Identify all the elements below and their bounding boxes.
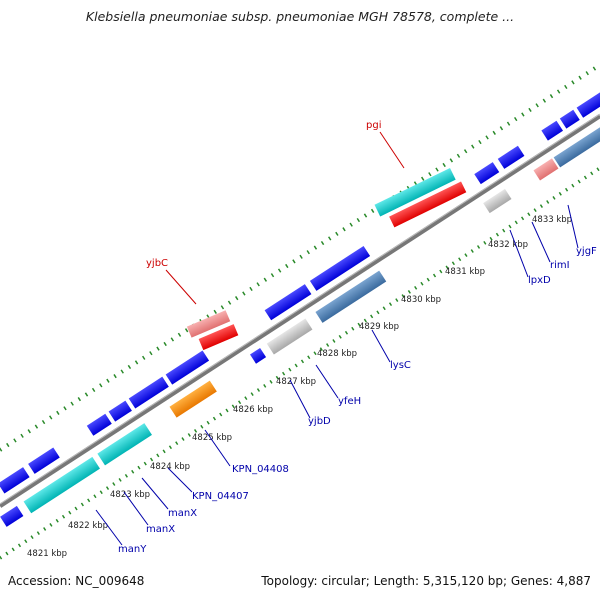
gene-block[interactable] bbox=[108, 400, 132, 422]
rna-label[interactable]: yjbC bbox=[146, 258, 168, 269]
rna-leaders bbox=[165, 131, 405, 305]
leader-line bbox=[95, 509, 123, 546]
gene-label[interactable]: yfeH bbox=[338, 396, 361, 407]
tick-label: 4828 kbp bbox=[317, 349, 357, 359]
leader-line bbox=[165, 269, 197, 305]
rna-pink-yjbC[interactable] bbox=[186, 310, 231, 338]
tick-label: 4830 kbp bbox=[401, 295, 441, 305]
gene-cyan-manY[interactable] bbox=[23, 456, 100, 514]
rna-red-yjbC[interactable] bbox=[198, 324, 239, 351]
gene-block[interactable] bbox=[28, 447, 60, 474]
gene-label[interactable]: manX bbox=[146, 524, 175, 535]
leader-line bbox=[567, 204, 579, 249]
gene-label[interactable]: lysC bbox=[390, 360, 411, 371]
genome-backbone-highlight bbox=[0, 113, 600, 505]
tick-label: 4827 kbp bbox=[276, 377, 316, 387]
gene-blue-small[interactable] bbox=[250, 347, 267, 364]
gene-block[interactable] bbox=[86, 413, 112, 436]
rna-red-pgi[interactable] bbox=[389, 181, 467, 228]
gene-block[interactable] bbox=[0, 505, 24, 527]
leader-line bbox=[315, 364, 339, 399]
gene-label[interactable]: KPN_04407 bbox=[192, 491, 249, 502]
accession-text: Accession: NC_009648 bbox=[8, 574, 145, 588]
tick-label: 4824 kbp bbox=[150, 462, 190, 472]
leader-line bbox=[379, 131, 405, 169]
tick-labels: 4821 kbp 4822 kbp 4823 kbp 4824 kbp 4825… bbox=[27, 215, 572, 559]
gene-block[interactable] bbox=[541, 120, 563, 141]
summary-text: Topology: circular; Length: 5,315,120 bp… bbox=[261, 574, 591, 588]
gene-label[interactable]: lpxD bbox=[528, 275, 551, 286]
gene-steel-lysC[interactable] bbox=[315, 270, 387, 323]
gene-block[interactable] bbox=[0, 467, 30, 494]
gene-label[interactable]: manY bbox=[118, 544, 147, 555]
gene-gray-lpxD[interactable] bbox=[483, 188, 512, 214]
leader-line bbox=[141, 477, 169, 510]
gene-track bbox=[0, 85, 600, 527]
gene-block[interactable] bbox=[165, 350, 210, 385]
outer-tick-ring bbox=[0, 63, 600, 452]
leader-line bbox=[167, 467, 193, 493]
tick-label: 4826 kbp bbox=[233, 405, 273, 415]
tick-label: 4821 kbp bbox=[27, 549, 67, 559]
leader-line bbox=[509, 229, 529, 278]
tick-label: 4823 kbp bbox=[110, 490, 150, 500]
gene-pink-rimI[interactable] bbox=[533, 158, 559, 181]
tick-label: 4832 kbp bbox=[488, 240, 528, 250]
gene-label[interactable]: rimI bbox=[550, 260, 570, 271]
tick-label: 4822 kbp bbox=[68, 521, 108, 531]
gene-labels: manY manX manX KPN_04407 KPN_04408 yjbD … bbox=[118, 120, 597, 555]
gene-block[interactable] bbox=[576, 85, 600, 118]
leader-line bbox=[204, 429, 231, 467]
gene-label[interactable]: manX bbox=[168, 508, 197, 519]
gene-label[interactable]: yjbD bbox=[308, 416, 331, 427]
leader-line bbox=[289, 379, 311, 419]
tick-label: 4831 kbp bbox=[445, 267, 485, 277]
gene-block[interactable] bbox=[497, 145, 525, 169]
leader-line bbox=[371, 329, 391, 363]
gene-gray-yjbD[interactable] bbox=[266, 318, 313, 355]
gene-label[interactable]: KPN_04408 bbox=[232, 464, 289, 475]
rna-cyan-pgi[interactable] bbox=[374, 167, 456, 217]
gene-block[interactable] bbox=[264, 284, 312, 321]
gene-cyan-manX[interactable] bbox=[97, 423, 152, 466]
rna-label[interactable]: pgi bbox=[366, 120, 381, 131]
gene-block[interactable] bbox=[309, 245, 371, 291]
genome-backbone bbox=[0, 114, 600, 508]
leader-line bbox=[123, 491, 149, 526]
tick-label: 4825 kbp bbox=[192, 433, 232, 443]
inner-tick-ring bbox=[0, 166, 600, 560]
gene-block[interactable] bbox=[128, 376, 169, 409]
gene-label[interactable]: yjgF bbox=[576, 246, 597, 257]
gene-orange-KPN_04408[interactable] bbox=[169, 380, 217, 418]
gene-steel-yjgF[interactable] bbox=[553, 124, 600, 168]
gene-block[interactable] bbox=[474, 162, 500, 185]
tick-label: 4829 kbp bbox=[359, 322, 399, 332]
leader-line bbox=[531, 221, 551, 263]
gene-block[interactable] bbox=[559, 109, 580, 129]
tick-label: 4833 kbp bbox=[532, 215, 572, 225]
genome-title: Klebsiella pneumoniae subsp. pneumoniae … bbox=[85, 9, 515, 24]
label-leaders bbox=[95, 204, 579, 546]
